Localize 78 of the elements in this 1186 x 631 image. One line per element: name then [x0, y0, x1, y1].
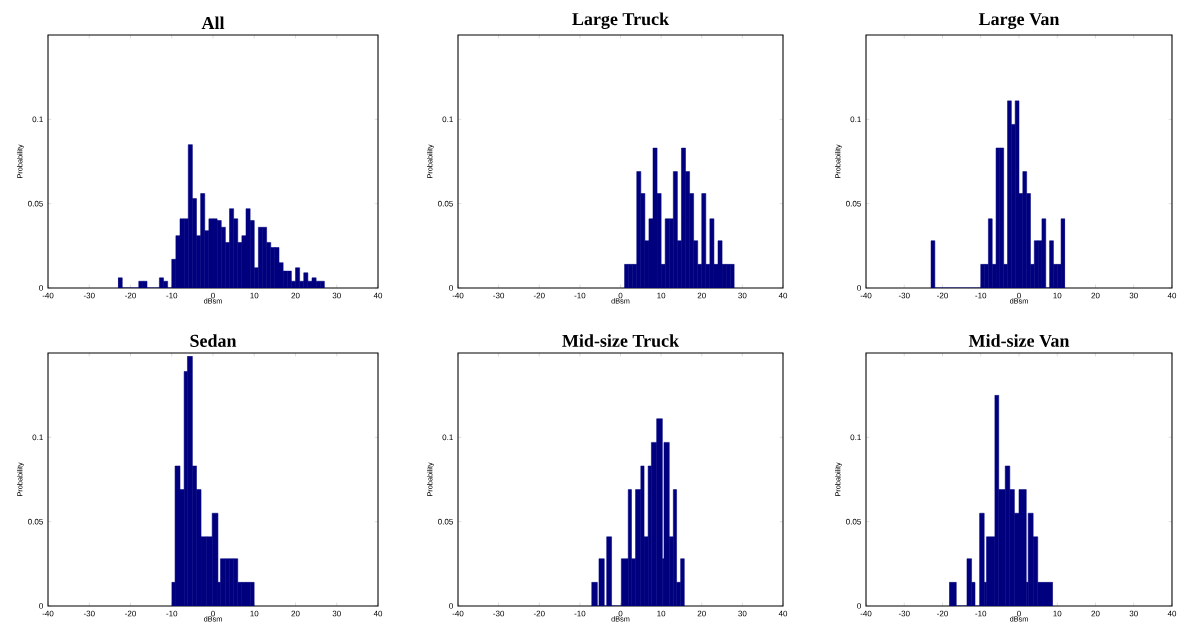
- x-tick-label: -40: [452, 292, 464, 299]
- x-tick-label: 40: [778, 292, 788, 299]
- y-tick-label: 0.1: [32, 434, 43, 441]
- x-tick-label: -10: [975, 610, 987, 617]
- y-tick-label: 0.1: [442, 116, 453, 123]
- x-tick-label: 20: [1091, 292, 1100, 299]
- y-tick-label: 0.05: [438, 518, 453, 525]
- x-tick-label: -20: [533, 292, 545, 299]
- y-tick-label: 0.05: [28, 518, 43, 525]
- x-tick-label: 40: [373, 610, 383, 617]
- x-tick-label: -30: [83, 292, 95, 299]
- x-tick-label: -30: [83, 610, 95, 617]
- x-tick-label: 0: [1017, 292, 1021, 299]
- x-tick-label: 10: [657, 292, 666, 299]
- x-tick-label: 0: [1017, 610, 1021, 617]
- x-tick-label: 10: [1053, 610, 1062, 617]
- chart-title: All: [201, 16, 225, 29]
- chart-title: Large Van: [978, 13, 1060, 29]
- x-tick-label: 0: [211, 610, 215, 617]
- y-tick-label: 0: [857, 285, 861, 291]
- y-tick-label: 0.1: [850, 116, 861, 123]
- x-tick-label: -20: [533, 610, 545, 617]
- x-tick-label: -10: [574, 610, 586, 617]
- y-tick-label: 0.05: [846, 518, 861, 525]
- x-tick-label: 20: [697, 292, 706, 299]
- x-tick-label: 30: [1129, 610, 1138, 617]
- x-tick-label: 30: [738, 610, 747, 617]
- y-tick-label: 0.1: [442, 434, 453, 441]
- x-tick-label: -40: [42, 292, 54, 299]
- x-tick-label: 10: [1053, 292, 1062, 299]
- x-tick-label: 10: [250, 292, 259, 299]
- y-tick-label: 0: [39, 285, 43, 291]
- x-tick-label: -40: [452, 610, 464, 617]
- x-tick-label: 40: [1167, 292, 1177, 299]
- x-tick-label: -20: [125, 292, 136, 299]
- x-tick-label: -30: [898, 292, 910, 299]
- x-tick-label: 0: [211, 292, 215, 299]
- x-tick-label: 0: [618, 610, 623, 617]
- x-tick-label: 40: [778, 610, 788, 617]
- x-tick-label: 20: [291, 610, 300, 617]
- x-tick-label: 0: [618, 292, 623, 299]
- y-tick-label: 0: [449, 603, 453, 609]
- x-tick-label: 40: [373, 292, 383, 299]
- x-tick-label: 30: [332, 610, 341, 617]
- x-tick-label: -40: [42, 610, 54, 617]
- x-tick-label: -40: [860, 292, 872, 299]
- x-tick-label: -20: [937, 292, 948, 299]
- y-tick-label: 0.05: [28, 200, 43, 207]
- y-tick-label: 0.1: [850, 434, 861, 441]
- y-tick-label: 0: [857, 603, 861, 609]
- x-tick-label: 30: [332, 292, 341, 299]
- x-tick-label: -10: [975, 292, 987, 299]
- x-tick-label: -40: [860, 610, 872, 617]
- x-tick-label: 10: [657, 610, 666, 617]
- x-tick-label: 30: [1129, 292, 1138, 299]
- x-tick-label: -30: [493, 292, 505, 299]
- x-tick-label: 20: [1091, 610, 1100, 617]
- chart-title: Sedan: [190, 334, 237, 347]
- x-tick-label: 30: [738, 292, 747, 299]
- x-tick-label: -10: [166, 610, 178, 617]
- chart-title: Mid-size Van: [968, 334, 1070, 347]
- x-tick-label: -30: [493, 610, 505, 617]
- x-tick-label: -10: [166, 292, 178, 299]
- chart-title: Mid-size Truck: [562, 334, 680, 347]
- y-tick-label: 0: [39, 603, 43, 609]
- y-tick-label: 0.05: [846, 200, 861, 207]
- x-tick-label: 40: [1167, 610, 1177, 617]
- x-tick-label: -30: [898, 610, 910, 617]
- x-tick-label: 10: [250, 610, 259, 617]
- y-tick-label: 0.05: [438, 200, 453, 207]
- x-tick-label: 20: [291, 292, 300, 299]
- x-tick-label: -20: [125, 610, 136, 617]
- x-tick-label: 20: [697, 610, 706, 617]
- chart-title: Large Truck: [572, 12, 670, 29]
- y-tick-label: 0: [449, 285, 453, 291]
- x-tick-label: -20: [937, 610, 948, 617]
- x-tick-label: -10: [574, 292, 586, 299]
- y-tick-label: 0.1: [32, 116, 43, 123]
